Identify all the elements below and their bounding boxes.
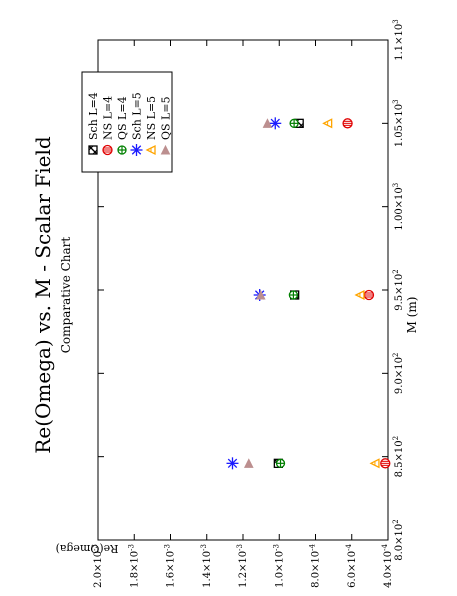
x-tick-label: 1.05×103: [392, 99, 405, 147]
legend-label: Sch L=4: [87, 92, 100, 140]
marker-line: [92, 149, 98, 155]
marker-line: [88, 145, 94, 151]
x-tick-label: 8.5×102: [392, 436, 405, 477]
data-point: [269, 117, 282, 130]
data-point: [289, 118, 299, 128]
data-point: [322, 118, 333, 129]
points-layer: [226, 117, 391, 470]
marker-triangle: [262, 118, 273, 128]
marker-triangle: [255, 289, 266, 300]
marker-triangle: [243, 458, 254, 468]
marker-line: [88, 145, 98, 155]
x-tick-label: 8.0×102: [392, 519, 405, 560]
legend-marker: [160, 144, 171, 155]
data-point: [226, 457, 239, 470]
data-point: [275, 458, 286, 468]
y-tick-label: 1.0×10-3: [272, 544, 285, 588]
data-point: [380, 458, 391, 469]
legend-label: QS L=4: [116, 96, 129, 140]
legend-marker: [145, 144, 156, 156]
x-tick-label: 9.0×102: [392, 353, 405, 394]
legend-marker: [102, 144, 113, 156]
y-tick-label: 2.0×10-3: [91, 544, 104, 588]
data-point: [342, 118, 353, 129]
legend-marker: [117, 145, 127, 155]
marker-line: [298, 122, 304, 128]
marker-triangle: [160, 144, 171, 155]
y-tick-label: 1.2×10-3: [236, 544, 249, 588]
x-tick-label: 1.1×103: [392, 19, 405, 60]
y-tick-label: 1.4×10-3: [200, 544, 213, 588]
legend-marker: [130, 144, 143, 156]
y-tick-label: 6.0×10-4: [345, 543, 358, 587]
legend-label: NS L=5: [145, 96, 158, 140]
y-axis-label: Re(Omega): [56, 542, 119, 555]
ticks-layer: 8.0×102 8.5×102 9.0×102 9.5×102 1.00×103 1.05…: [91, 19, 405, 588]
data-point: [288, 290, 299, 300]
data-point: [354, 289, 365, 301]
chart-title: Re(Omega) vs. M - Scalar Field: [31, 136, 55, 454]
legend: Sch L=4 NS L=4 QS L=4 Sch L=5 NS L=5 QS L=5: [81, 71, 173, 173]
data-point: [243, 458, 254, 468]
y-tick-label: 4.0×10-4: [381, 543, 394, 587]
x-axis-label: M (m): [405, 297, 419, 334]
marker-line: [227, 458, 238, 469]
data-point: [262, 118, 273, 128]
legend-label: NS L=4: [102, 96, 115, 140]
x-tick-label: 1.00×103: [392, 183, 405, 231]
legend-label: Sch L=5: [131, 92, 144, 140]
data-point: [255, 289, 266, 300]
y-tick-label: 1.8×10-3: [127, 544, 140, 588]
data-point: [369, 458, 380, 469]
x-tick-label: 9.5×102: [392, 269, 405, 310]
legend-label: QS L=5: [160, 96, 173, 140]
chart-subtitle: Comparative Chart: [59, 237, 73, 354]
data-point: [363, 289, 375, 301]
marker-line: [270, 118, 280, 129]
legend-marker: [88, 145, 98, 155]
marker-line: [131, 145, 142, 155]
y-tick-label: 8.0×10-4: [309, 543, 322, 587]
legend-box: [81, 71, 173, 173]
y-tick-label: 1.6×10-3: [164, 544, 177, 588]
